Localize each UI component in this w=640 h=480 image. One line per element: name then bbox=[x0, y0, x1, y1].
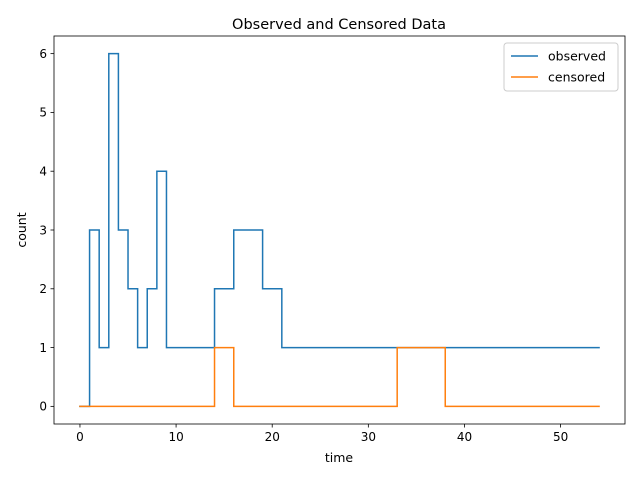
x-axis-label: time bbox=[325, 450, 354, 465]
x-tick-label: 0 bbox=[76, 430, 84, 444]
series-line-observed bbox=[79, 52, 600, 408]
series-line-censored bbox=[79, 346, 600, 408]
y-axis-ticks: 0 1 2 3 4 5 6 bbox=[39, 47, 54, 414]
legend-label-observed: observed bbox=[548, 49, 606, 64]
legend-box bbox=[503, 42, 619, 92]
y-tick-label: 1 bbox=[39, 341, 47, 355]
y-tick-label: 6 bbox=[39, 47, 47, 61]
y-tick-label: 5 bbox=[39, 106, 47, 120]
x-tick-label: 40 bbox=[457, 430, 472, 444]
x-axis-ticks: 0 10 20 30 40 50 bbox=[76, 424, 568, 444]
y-tick-label: 2 bbox=[39, 282, 47, 296]
x-tick-label: 10 bbox=[168, 430, 183, 444]
plot-area bbox=[53, 35, 626, 425]
legend-label-censored: censored bbox=[548, 70, 605, 85]
y-tick-label: 3 bbox=[39, 223, 47, 237]
y-axis-label: count bbox=[14, 212, 29, 247]
x-tick-label: 20 bbox=[265, 430, 280, 444]
legend: observed censored bbox=[503, 42, 619, 92]
x-tick-label: 50 bbox=[553, 430, 568, 444]
plot-background bbox=[54, 36, 625, 424]
y-tick-label: 4 bbox=[39, 165, 47, 179]
x-tick-label: 30 bbox=[361, 430, 376, 444]
chart-title: Observed and Censored Data bbox=[232, 17, 446, 33]
y-tick-label: 0 bbox=[39, 400, 47, 414]
